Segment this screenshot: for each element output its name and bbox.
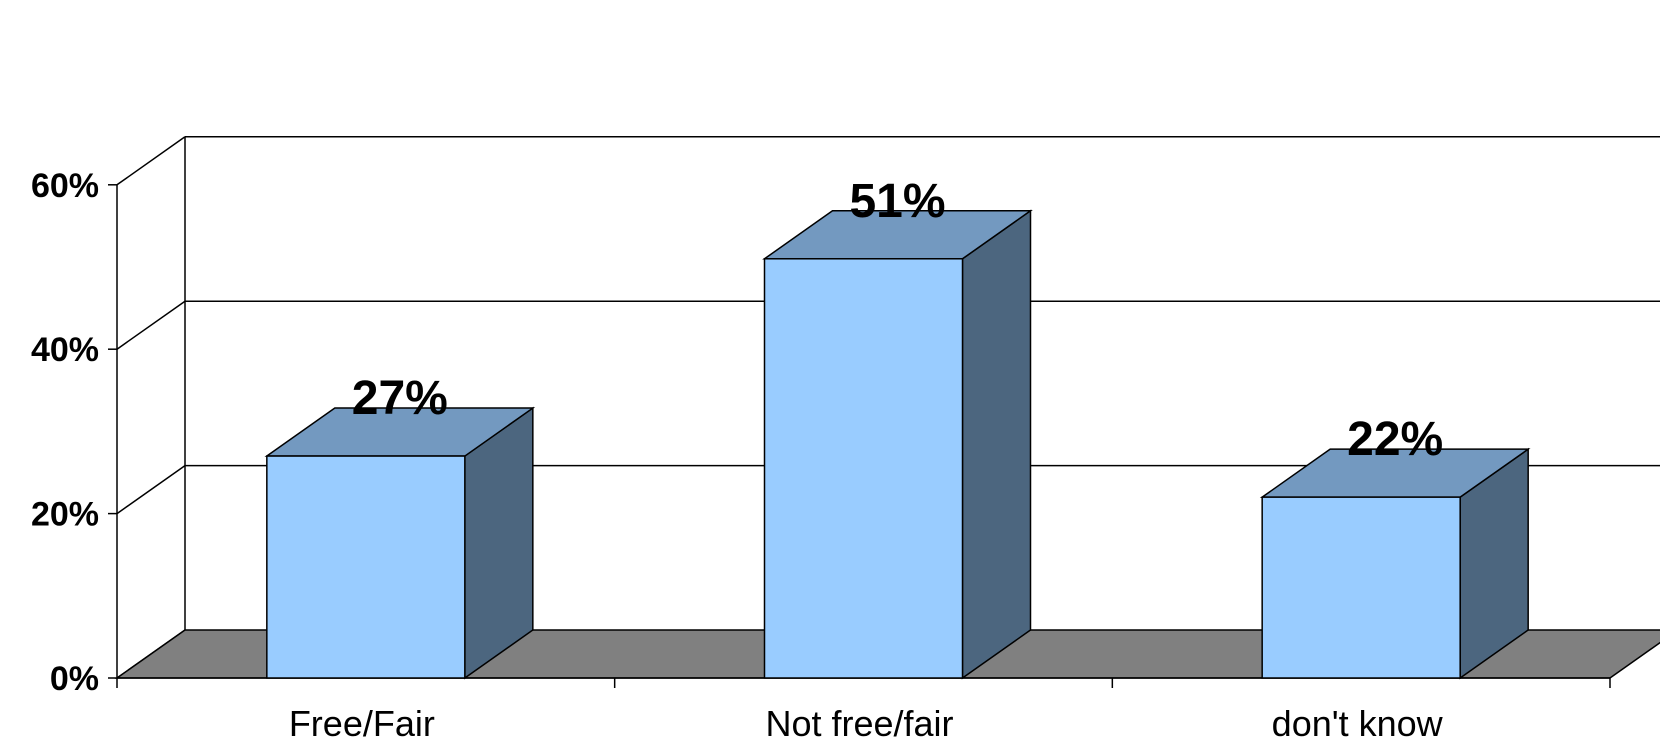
y-tick-label: 20% xyxy=(31,496,99,534)
bar xyxy=(264,406,536,680)
y-tick-label: 0% xyxy=(50,660,99,698)
bar-side-face xyxy=(961,209,1032,680)
y-tick-label: 60% xyxy=(31,167,99,205)
x-tick-label: Free/Fair xyxy=(289,703,435,740)
y-tick-labels: 0% 20% 40% 60% xyxy=(31,167,99,698)
x-tick-labels: Free/Fair Not free/fair don't know xyxy=(289,703,1444,740)
bars xyxy=(264,209,1531,680)
side-wall-line xyxy=(116,136,186,186)
data-label: 22% xyxy=(1347,413,1443,466)
bar-front-face xyxy=(266,455,466,679)
data-label: 51% xyxy=(849,175,945,228)
data-label: 27% xyxy=(352,372,448,425)
data-labels: 27% 51% 22% xyxy=(352,175,1443,466)
side-wall-line xyxy=(116,300,186,350)
bar-front-face xyxy=(763,258,964,679)
bar xyxy=(1259,447,1531,680)
side-wall-line xyxy=(116,464,186,515)
x-tick-label: Not free/fair xyxy=(765,703,953,740)
chart-walls xyxy=(184,136,1660,630)
y-tick-label: 40% xyxy=(31,331,99,369)
bar-front-face xyxy=(1261,496,1461,679)
x-tick-label: don't know xyxy=(1272,703,1444,740)
bar xyxy=(762,209,1033,680)
